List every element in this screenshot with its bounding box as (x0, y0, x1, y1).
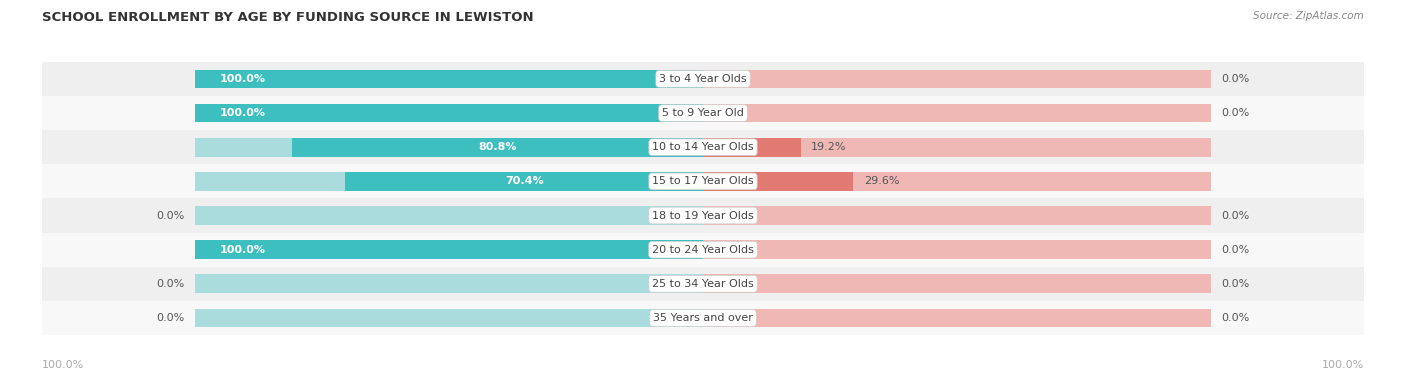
Text: 0.0%: 0.0% (1222, 313, 1250, 323)
Bar (194, 138, 703, 156)
Text: 25 to 34 Year Olds: 25 to 34 Year Olds (652, 279, 754, 289)
Text: 0.0%: 0.0% (156, 313, 184, 323)
Text: 29.6%: 29.6% (863, 177, 898, 186)
Text: 3 to 4 Year Olds: 3 to 4 Year Olds (659, 74, 747, 84)
Text: 15 to 17 Year Olds: 15 to 17 Year Olds (652, 177, 754, 186)
Bar (703, 206, 1212, 225)
Bar (703, 138, 1212, 156)
Bar (194, 70, 703, 88)
Text: 100.0%: 100.0% (1322, 361, 1364, 370)
Bar (42, 232, 1364, 267)
Text: SCHOOL ENROLLMENT BY AGE BY FUNDING SOURCE IN LEWISTON: SCHOOL ENROLLMENT BY AGE BY FUNDING SOUR… (42, 11, 534, 24)
Text: 100.0%: 100.0% (221, 108, 266, 118)
Text: 0.0%: 0.0% (156, 279, 184, 289)
Bar (292, 138, 703, 156)
Text: 0.0%: 0.0% (1222, 108, 1250, 118)
Bar (703, 104, 1212, 122)
Text: 70.4%: 70.4% (505, 177, 543, 186)
Text: 100.0%: 100.0% (221, 74, 266, 84)
Bar (42, 267, 1364, 301)
Text: Source: ZipAtlas.com: Source: ZipAtlas.com (1253, 11, 1364, 21)
Bar (42, 164, 1364, 198)
Text: 10 to 14 Year Olds: 10 to 14 Year Olds (652, 142, 754, 152)
Bar (42, 130, 1364, 164)
Text: 0.0%: 0.0% (1222, 245, 1250, 255)
Text: 18 to 19 Year Olds: 18 to 19 Year Olds (652, 211, 754, 220)
Text: 100.0%: 100.0% (42, 361, 84, 370)
Text: 80.8%: 80.8% (478, 142, 517, 152)
Text: 0.0%: 0.0% (1222, 279, 1250, 289)
Bar (703, 274, 1212, 293)
Text: 20 to 24 Year Olds: 20 to 24 Year Olds (652, 245, 754, 255)
Bar (194, 240, 703, 259)
Bar (703, 240, 1212, 259)
Bar (194, 70, 703, 88)
Text: 100.0%: 100.0% (221, 245, 266, 255)
Bar (194, 274, 703, 293)
Text: 0.0%: 0.0% (156, 211, 184, 220)
Bar (344, 172, 703, 191)
Bar (194, 172, 703, 191)
Bar (703, 138, 800, 156)
Bar (194, 308, 703, 327)
Bar (42, 96, 1364, 130)
Bar (703, 308, 1212, 327)
Text: 19.2%: 19.2% (811, 142, 846, 152)
Text: 0.0%: 0.0% (1222, 74, 1250, 84)
Bar (42, 62, 1364, 96)
Bar (703, 70, 1212, 88)
Bar (703, 172, 1212, 191)
Bar (194, 104, 703, 122)
Bar (194, 240, 703, 259)
Bar (194, 104, 703, 122)
Text: 5 to 9 Year Old: 5 to 9 Year Old (662, 108, 744, 118)
Bar (194, 206, 703, 225)
Bar (703, 172, 853, 191)
Bar (42, 198, 1364, 232)
Bar (42, 301, 1364, 335)
Text: 35 Years and over: 35 Years and over (652, 313, 754, 323)
Text: 0.0%: 0.0% (1222, 211, 1250, 220)
